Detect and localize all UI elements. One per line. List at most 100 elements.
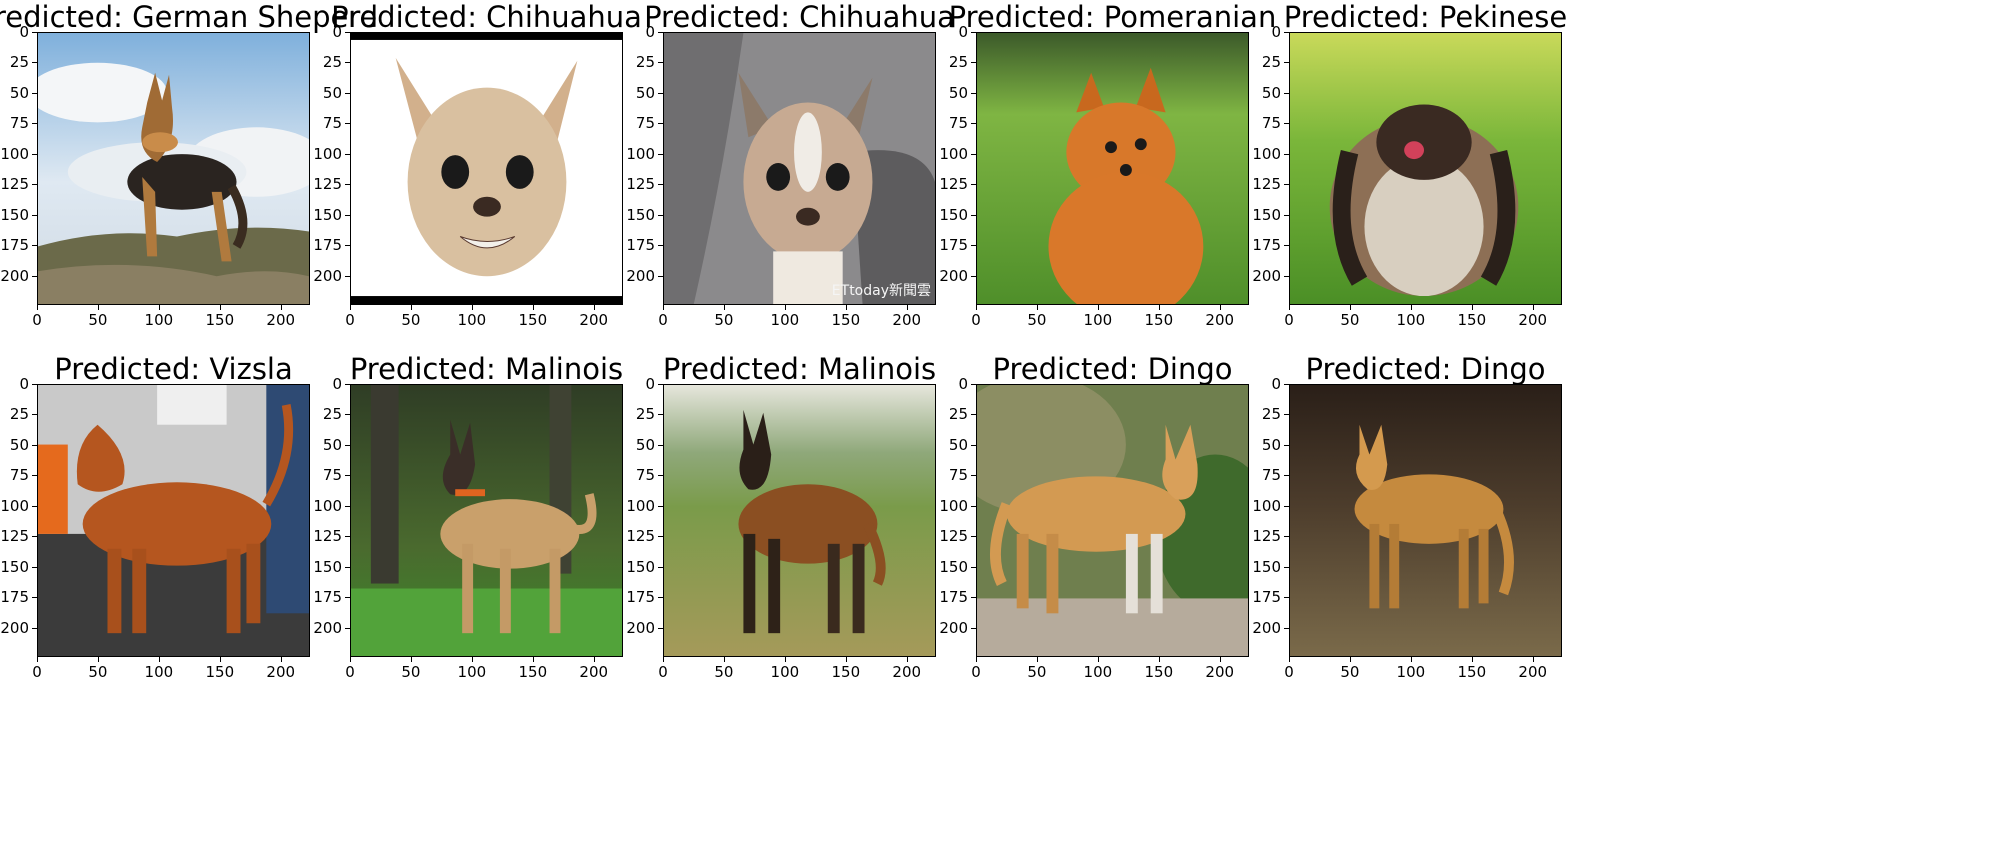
watermark-text: ETtoday新聞雲 [831, 283, 931, 299]
y-tick-label: 200 [313, 266, 342, 285]
y-tick-label: 125 [939, 175, 968, 194]
x-tick-mark [350, 657, 351, 662]
y-tick-mark [345, 62, 350, 64]
y-tick-label: 50 [9, 435, 29, 454]
x-tick-mark [219, 305, 221, 310]
y-tick-label: 150 [0, 557, 29, 576]
y-tick-label: 125 [626, 527, 655, 546]
x-tick-mark [410, 657, 412, 662]
y-tick-mark [345, 414, 350, 416]
y-tick-mark [971, 275, 976, 277]
x-tick-mark [784, 305, 786, 310]
y-tick-label: 200 [626, 266, 655, 285]
x-tick-mark [784, 657, 786, 662]
y-tick-mark [32, 245, 37, 247]
dog-photo [663, 384, 936, 657]
x-tick-mark [906, 305, 908, 310]
y-tick-label: 0 [1271, 23, 1281, 41]
y-tick-label: 125 [0, 175, 29, 194]
dog-photo [976, 384, 1249, 657]
dog-photo [350, 32, 623, 305]
y-tick-mark [32, 184, 37, 186]
y-tick-label: 200 [939, 618, 968, 637]
x-tick-mark [1289, 657, 1290, 662]
y-tick-label: 175 [313, 236, 342, 255]
y-tick-mark [32, 414, 37, 416]
x-tick-label: 100 [457, 663, 487, 681]
x-tick-mark [723, 305, 725, 310]
dog-photo [37, 32, 310, 305]
y-tick-label: 200 [313, 618, 342, 637]
y-tick-mark [658, 153, 663, 155]
dog-photo [1289, 32, 1562, 305]
y-tick-mark [1284, 32, 1289, 33]
y-tick-label: 25 [635, 53, 655, 72]
prediction-title: Predicted: Malinois [349, 352, 624, 386]
y-tick-mark [1284, 414, 1289, 416]
x-tick-mark [593, 305, 595, 310]
x-tick-mark [1036, 657, 1038, 662]
y-tick-label: 0 [645, 23, 655, 41]
x-tick-mark [845, 305, 847, 310]
y-tick-mark [658, 627, 663, 629]
y-tick-label: 150 [939, 557, 968, 576]
x-tick-mark [471, 305, 473, 310]
y-tick-label: 125 [939, 527, 968, 546]
y-tick-label: 25 [948, 53, 968, 72]
x-tick-mark [37, 305, 38, 310]
x-tick-label: 0 [971, 663, 981, 681]
y-tick-mark [1284, 536, 1289, 538]
y-tick-mark [1284, 123, 1289, 125]
y-tick-label: 75 [635, 466, 655, 485]
x-tick-mark [1349, 305, 1351, 310]
prediction-title: Predicted: Malinois [662, 352, 937, 386]
x-tick-mark [1036, 305, 1038, 310]
y-tick-mark [1284, 475, 1289, 477]
x-tick-label: 150 [1457, 663, 1487, 681]
x-tick-mark [1219, 657, 1221, 662]
y-tick-mark [658, 245, 663, 247]
y-tick-mark [658, 123, 663, 125]
prediction-title: Predicted: Chihuahua [644, 0, 955, 34]
y-tick-label: 0 [19, 23, 29, 41]
y-tick-mark [658, 384, 663, 385]
x-tick-label: 200 [579, 311, 609, 329]
y-tick-label: 100 [626, 496, 655, 515]
y-tick-label: 125 [313, 527, 342, 546]
y-tick-label: 200 [1252, 618, 1281, 637]
x-tick-label: 100 [1396, 311, 1426, 329]
prediction-title: Predicted: Vizsla [54, 352, 293, 386]
y-tick-label: 75 [948, 114, 968, 133]
prediction-title: Predicted: Dingo [992, 352, 1233, 386]
y-tick-label: 150 [313, 557, 342, 576]
y-tick-label: 175 [1252, 588, 1281, 607]
y-tick-mark [658, 275, 663, 277]
y-tick-label: 175 [0, 236, 29, 255]
y-tick-mark [1284, 566, 1289, 568]
y-tick-label: 50 [635, 435, 655, 454]
y-tick-mark [658, 475, 663, 477]
y-tick-label: 100 [1252, 144, 1281, 163]
y-tick-label: 0 [332, 23, 342, 41]
y-tick-label: 175 [626, 236, 655, 255]
x-tick-mark [350, 305, 351, 310]
x-tick-label: 0 [345, 311, 355, 329]
y-tick-mark [345, 505, 350, 507]
y-tick-mark [32, 92, 37, 94]
x-tick-label: 0 [658, 663, 668, 681]
dog-photo [976, 32, 1249, 305]
x-tick-mark [410, 305, 412, 310]
y-tick-label: 150 [626, 205, 655, 224]
y-tick-label: 25 [9, 405, 29, 424]
x-tick-label: 0 [32, 663, 42, 681]
y-tick-label: 75 [9, 114, 29, 133]
y-tick-mark [971, 475, 976, 477]
y-tick-label: 125 [626, 175, 655, 194]
y-tick-label: 175 [1252, 236, 1281, 255]
x-tick-label: 200 [1518, 663, 1548, 681]
y-tick-mark [1284, 214, 1289, 216]
x-tick-label: 50 [88, 311, 108, 329]
y-tick-mark [345, 275, 350, 277]
x-tick-label: 150 [1457, 311, 1487, 329]
y-tick-label: 200 [939, 266, 968, 285]
